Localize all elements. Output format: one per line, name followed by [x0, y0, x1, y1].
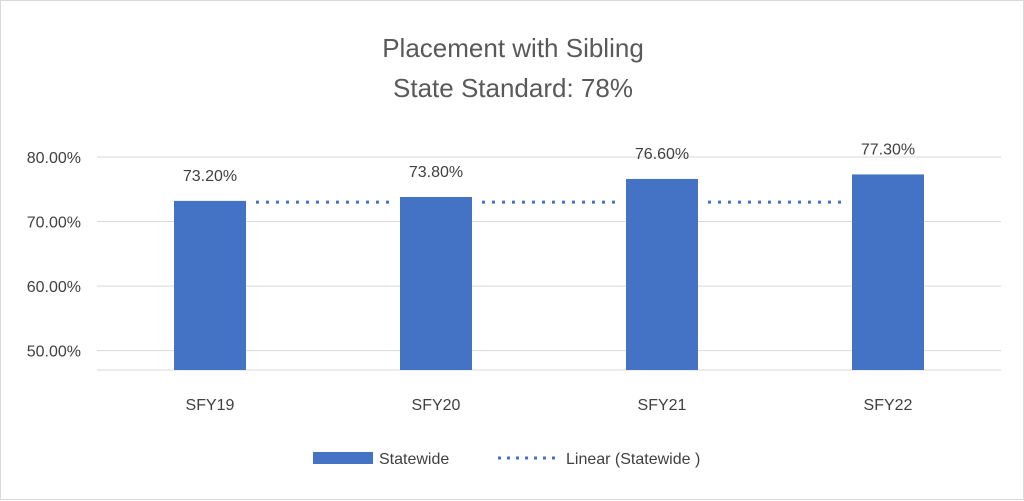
data-label: 73.20% [183, 168, 237, 185]
chart-subtitle: State Standard: 78% [393, 73, 633, 103]
data-label: 76.60% [635, 146, 689, 163]
bar [626, 178, 698, 370]
y-tick-label: 60.00% [27, 279, 81, 296]
y-axis-ticks: 50.00% 60.00% 70.00% 80.00% [27, 150, 81, 361]
legend-swatch-statewide [313, 452, 373, 464]
y-tick-label: 80.00% [27, 150, 81, 167]
x-axis-ticks: SFY19 SFY20 SFY21 SFY22 [186, 397, 913, 414]
data-label: 73.80% [409, 164, 463, 181]
bar [174, 200, 246, 370]
y-tick-label: 70.00% [27, 215, 81, 232]
y-tick-label: 50.00% [27, 344, 81, 361]
x-tick-label: SFY22 [864, 397, 913, 414]
data-label: 77.30% [861, 141, 915, 158]
legend-label-statewide: Statewide [379, 451, 449, 468]
data-labels: 73.20% 73.80% 76.60% 77.30% [183, 141, 915, 184]
bar [400, 197, 472, 370]
x-tick-label: SFY20 [412, 397, 461, 414]
x-tick-label: SFY21 [638, 397, 687, 414]
chart-title: Placement with Sibling [382, 33, 644, 63]
bars [174, 174, 924, 370]
bar [852, 174, 924, 370]
x-tick-label: SFY19 [186, 397, 235, 414]
gridlines [97, 156, 1001, 371]
legend: Statewide Linear (Statewide ) [313, 451, 700, 468]
legend-label-trendline: Linear (Statewide ) [566, 451, 700, 468]
